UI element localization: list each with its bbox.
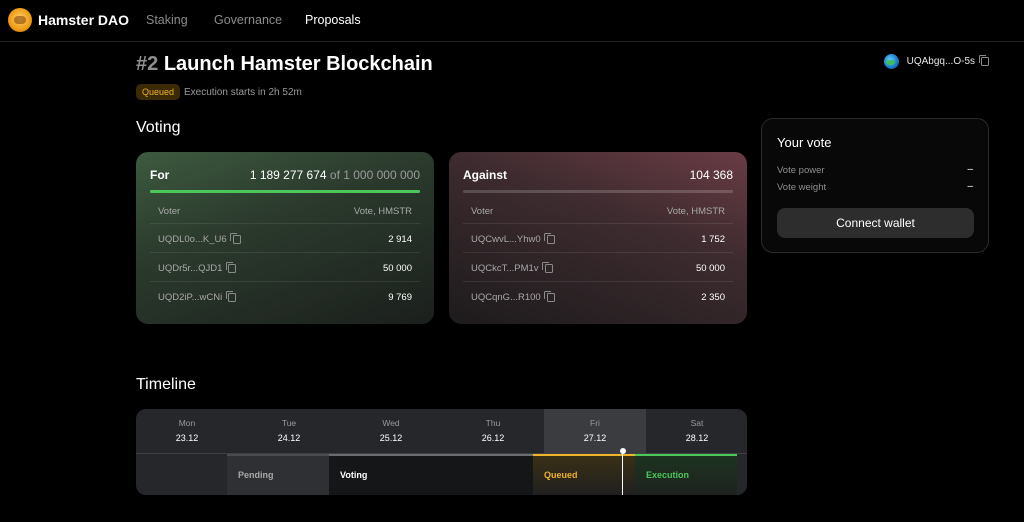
wallet-avatar-icon <box>883 54 899 69</box>
against-total-value: 104 368 <box>689 168 733 182</box>
proposal-name: Launch Hamster Blockchain <box>163 53 433 75</box>
against-votes-card: Against 104 368 Voter Vote, HMSTR UQCwvL… <box>449 152 747 324</box>
for-progress-bar <box>150 190 420 193</box>
day-date: 28.12 <box>685 433 709 443</box>
nav-proposals[interactable]: Proposals <box>305 13 361 27</box>
phase-label: Pending <box>238 470 274 480</box>
timeline-panel: Mon 23.12 Tue 24.12 Wed 25.12 Thu 26.12 … <box>136 409 747 495</box>
table-row: UQCkcT...PM1v 50 000 <box>463 252 733 281</box>
copy-icon[interactable] <box>225 290 237 302</box>
brand-name[interactable]: Hamster DAO <box>38 12 130 28</box>
timeline-day-thu: Thu 26.12 <box>442 409 544 454</box>
vote-column-header: Vote, HMSTR <box>666 206 725 217</box>
table-row: UQCwvL...Yhw0 1 752 <box>463 223 733 252</box>
vote-amount: 2 914 <box>388 234 412 245</box>
phase-label: Voting <box>340 470 368 480</box>
table-row: UQCqnG...R100 2 350 <box>463 281 733 310</box>
phase-bar <box>635 454 737 456</box>
for-total: 1 189 277 674 of 1 000 000 000 <box>250 168 420 182</box>
voter-address[interactable]: UQDr5r...QJD1 <box>158 263 223 274</box>
timeline-day-wed: Wed 25.12 <box>340 409 442 454</box>
vote-power-label: Vote power <box>777 165 825 176</box>
phase-queued: Queued <box>533 454 635 495</box>
vote-amount: 1 752 <box>701 234 725 245</box>
day-date: 23.12 <box>175 433 199 443</box>
phase-label: Queued <box>544 470 578 480</box>
hamster-logo-icon[interactable] <box>8 8 32 32</box>
vote-amount: 2 350 <box>701 292 725 303</box>
timeline-day-sat: Sat 28.12 <box>646 409 747 454</box>
voter-address[interactable]: UQCwvL...Yhw0 <box>471 234 541 245</box>
proposal-number: #2 <box>136 53 159 75</box>
vote-amount: 9 769 <box>388 292 412 303</box>
timeline-day-tue: Tue 24.12 <box>238 409 340 454</box>
your-vote-panel: Your vote Vote power – Vote weight – Con… <box>761 118 989 253</box>
voter-column-header: Voter <box>158 206 181 217</box>
phase-voting: Voting <box>329 454 533 495</box>
copy-icon[interactable] <box>225 261 237 273</box>
phase-label: Execution <box>646 470 690 480</box>
timeline-heading: Timeline <box>136 376 196 393</box>
nav-governance[interactable]: Governance <box>214 13 283 27</box>
wallet-address: UQAbgq...O-5s <box>906 56 975 67</box>
against-total: 104 368 <box>690 168 733 182</box>
phase-execution: Execution <box>635 454 737 495</box>
day-date: 26.12 <box>481 433 505 443</box>
for-quorum: of 1 000 000 000 <box>329 168 420 182</box>
status-badge: Queued <box>136 84 181 100</box>
voting-heading: Voting <box>136 119 181 136</box>
your-vote-title: Your vote <box>777 135 832 150</box>
copy-icon[interactable] <box>544 290 555 302</box>
voter-column-header: Voter <box>471 206 494 217</box>
top-navigation-bar: Hamster DAO Staking Governance Proposals <box>0 0 1024 42</box>
voter-address[interactable]: UQDL0o...K_U6 <box>158 234 227 245</box>
connect-wallet-button[interactable]: Connect wallet <box>777 208 974 238</box>
copy-icon[interactable] <box>978 54 989 66</box>
day-name: Tue <box>281 418 297 428</box>
day-name: Fri <box>590 418 600 428</box>
day-name: Mon <box>178 418 196 428</box>
day-date: 27.12 <box>583 433 607 443</box>
table-row: UQDr5r...QJD1 50 000 <box>150 252 420 281</box>
vote-amount: 50 000 <box>695 263 725 274</box>
current-time-marker <box>619 448 626 495</box>
table-row: UQD2iP...wCNi 9 769 <box>150 281 420 310</box>
day-name: Wed <box>382 418 400 428</box>
for-progress-fill <box>150 190 420 193</box>
day-name: Thu <box>485 418 501 428</box>
day-name: Sat <box>690 418 704 428</box>
vote-power-value: – <box>967 164 973 175</box>
voter-address[interactable]: UQCkcT...PM1v <box>471 263 539 274</box>
phase-bar <box>533 454 635 456</box>
execution-note: Execution starts in 2h 52m <box>184 87 302 98</box>
copy-icon[interactable] <box>544 232 555 244</box>
copy-icon[interactable] <box>230 232 241 244</box>
for-label: For <box>150 168 170 182</box>
timeline-axis <box>136 453 747 454</box>
nav-staking[interactable]: Staking <box>146 13 188 27</box>
day-date: 25.12 <box>379 433 403 443</box>
against-label: Against <box>463 168 508 182</box>
voter-address[interactable]: UQCqnG...R100 <box>471 292 541 303</box>
for-votes-card: For 1 189 277 674 of 1 000 000 000 Voter… <box>136 152 434 324</box>
against-progress-bar <box>463 190 733 193</box>
voter-address[interactable]: UQD2iP...wCNi <box>158 292 223 303</box>
phase-pending: Pending <box>227 454 329 495</box>
for-total-value: 1 189 277 674 <box>249 168 327 182</box>
timeline-day-mon: Mon 23.12 <box>136 409 238 454</box>
timeline-day-fri: Fri 27.12 <box>544 409 646 454</box>
copy-icon[interactable] <box>542 261 553 273</box>
vote-weight-label: Vote weight <box>777 182 827 193</box>
phase-bar <box>227 454 329 456</box>
proposal-title: #2 Launch Hamster Blockchain <box>136 53 433 76</box>
wallet-address-chip[interactable]: UQAbgq...O-5s <box>883 54 989 69</box>
vote-weight-value: – <box>967 181 973 192</box>
day-date: 24.12 <box>277 433 301 443</box>
table-row: UQDL0o...K_U6 2 914 <box>150 223 420 252</box>
vote-column-header: Vote, HMSTR <box>353 206 412 217</box>
phase-bar <box>329 454 533 456</box>
vote-amount: 50 000 <box>382 263 412 274</box>
